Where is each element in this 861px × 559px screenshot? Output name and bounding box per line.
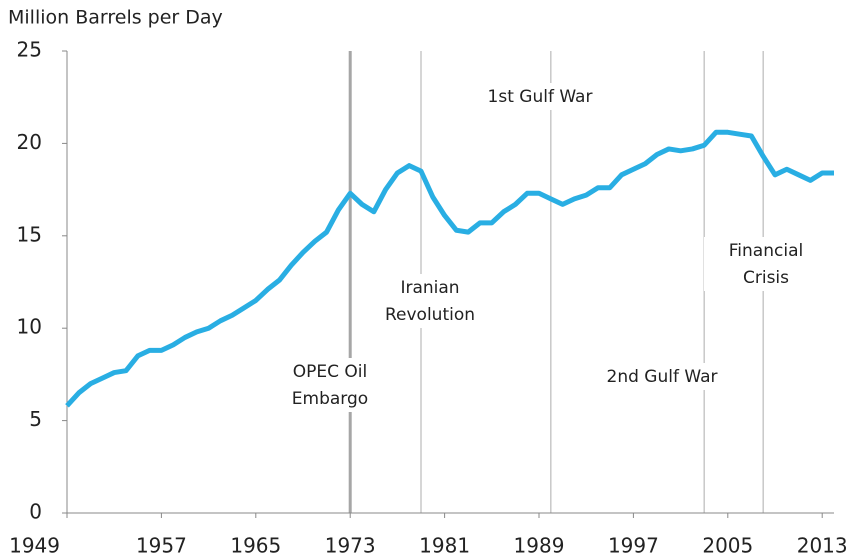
event-label: Financial xyxy=(729,241,803,261)
y-tick-label: 20 xyxy=(17,130,42,154)
data-line xyxy=(65,129,834,408)
event-label: 1st Gulf War xyxy=(488,87,593,107)
x-tick-label: 1981 xyxy=(419,534,470,558)
event-label: Iranian xyxy=(400,278,459,298)
label-background xyxy=(368,274,492,328)
event-label: OPEC Oil xyxy=(293,362,367,382)
x-tick-label: 1989 xyxy=(514,534,565,558)
x-tick-label: 1997 xyxy=(608,534,659,558)
y-tick-label: 5 xyxy=(29,407,42,431)
label-background xyxy=(704,237,828,291)
x-tick-label: 1957 xyxy=(136,534,187,558)
label-background xyxy=(478,83,602,110)
y-axis-label: Million Barrels per Day xyxy=(8,7,223,29)
event-label: Embargo xyxy=(292,389,368,409)
x-tick-label: 1965 xyxy=(230,534,281,558)
x-tick-label: 1949 xyxy=(9,534,60,558)
event-label: Revolution xyxy=(385,305,475,325)
label-background xyxy=(600,363,724,390)
x-tick-label: 2013 xyxy=(797,534,848,558)
x-tick-label: 1973 xyxy=(325,534,376,558)
event-label: 2nd Gulf War xyxy=(607,367,718,387)
y-tick-label: 10 xyxy=(17,315,42,339)
x-tick-label: 2005 xyxy=(702,534,753,558)
y-tick-label: 25 xyxy=(17,38,42,62)
y-tick-label: 0 xyxy=(29,500,42,524)
label-background xyxy=(268,358,392,412)
y-tick-label: 15 xyxy=(17,222,42,246)
event-label: Crisis xyxy=(743,268,789,288)
